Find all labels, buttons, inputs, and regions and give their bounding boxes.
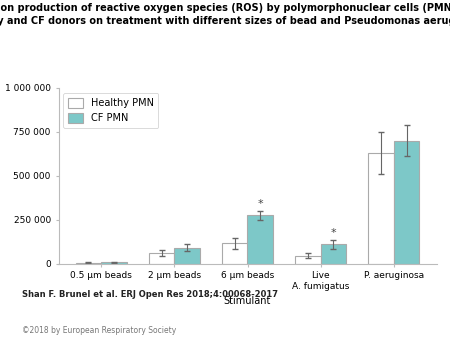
Bar — [248, 215, 273, 264]
Y-axis label: AUC
RLU over 2 h: AUC RLU over 2 h — [0, 145, 1, 207]
Bar — [222, 243, 248, 264]
Bar — [394, 141, 419, 264]
Bar — [295, 256, 320, 264]
Bar — [149, 253, 175, 264]
Text: *: * — [257, 199, 263, 209]
Bar — [368, 153, 394, 264]
Bar — [175, 248, 200, 264]
Text: Effect on production of reactive oxygen species (ROS) by polymorphonuclear cells: Effect on production of reactive oxygen … — [0, 3, 450, 26]
Bar — [76, 263, 101, 264]
Text: *: * — [331, 228, 336, 238]
X-axis label: Stimulant: Stimulant — [224, 296, 271, 306]
Bar — [101, 262, 127, 264]
Text: Shan F. Brunel et al. ERJ Open Res 2018;4:00068-2017: Shan F. Brunel et al. ERJ Open Res 2018;… — [22, 290, 279, 299]
Text: ©2018 by European Respiratory Society: ©2018 by European Respiratory Society — [22, 325, 177, 335]
Legend: Healthy PMN, CF PMN: Healthy PMN, CF PMN — [63, 93, 158, 128]
Bar — [320, 244, 346, 264]
